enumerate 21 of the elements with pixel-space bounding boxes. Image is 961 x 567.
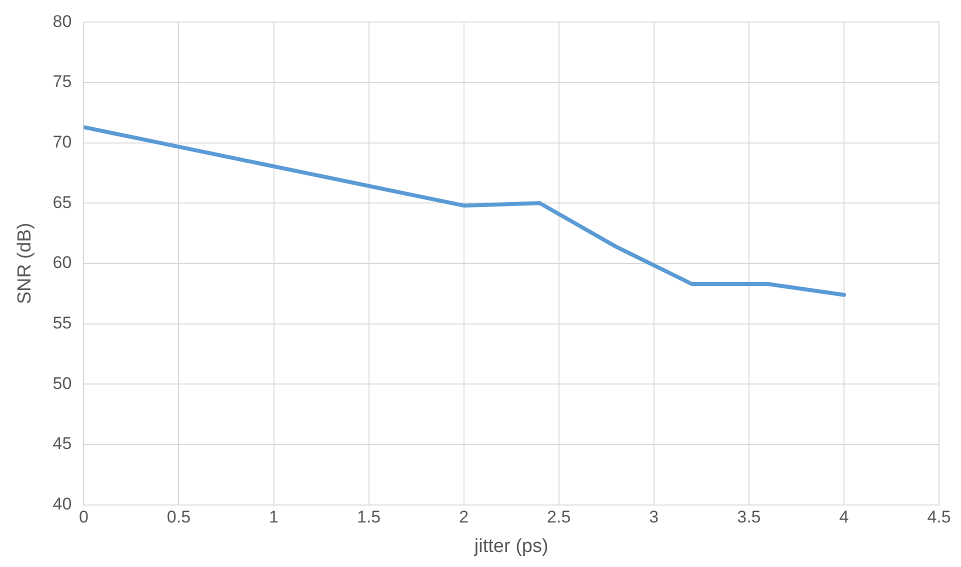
y-tick-label: 50 <box>52 374 72 393</box>
y-tick-label: 40 <box>52 494 72 514</box>
x-axis-title: jitter (ps) <box>473 536 548 557</box>
y-tick-label: 55 <box>52 314 72 333</box>
x-tick-label: 0 <box>78 508 88 527</box>
x-tick-label: 2.5 <box>547 508 571 527</box>
x-tick-label: 4.5 <box>927 508 951 527</box>
y-tick-label: 75 <box>52 72 72 92</box>
y-tick-label: 45 <box>52 434 72 454</box>
x-tick-label: 3.5 <box>737 508 761 527</box>
x-tick-label: 1 <box>269 508 279 527</box>
x-tick-label: 0.5 <box>166 508 191 527</box>
x-tick-label: 4 <box>839 508 849 527</box>
x-tick-label: 1.5 <box>356 508 381 527</box>
x-tick-label: 2 <box>459 508 469 527</box>
y-tick-label: 80 <box>52 12 72 31</box>
y-tick-label: 70 <box>52 132 72 152</box>
x-tick-label: 3 <box>649 508 659 527</box>
y-tick-label: 65 <box>52 192 72 212</box>
y-axis-title: SNR (dB) <box>14 222 36 304</box>
y-tick-label: 60 <box>52 253 72 272</box>
